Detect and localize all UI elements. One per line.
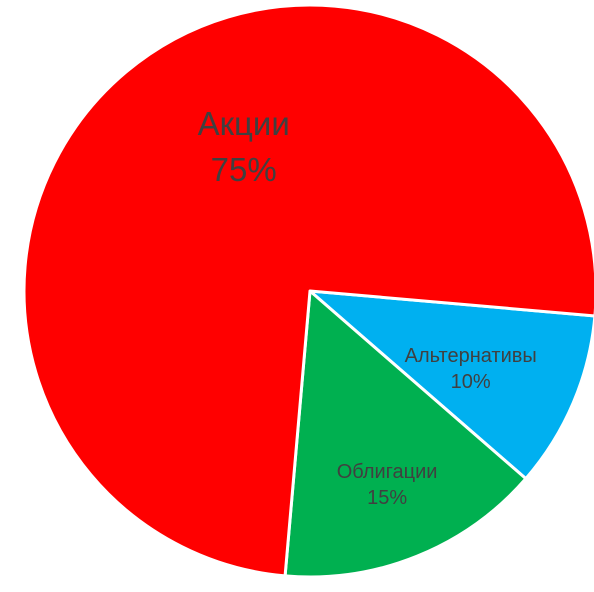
slice-label-name-2: Облигации (337, 461, 438, 483)
pie-labels: Альтернативы 10% Облигации 15% Акции 75% (198, 105, 537, 509)
slice-label-name-1: Альтернативы (405, 345, 537, 367)
pie-slice-3 (22, 3, 594, 578)
slice-label-value-1: 10% (451, 371, 491, 393)
slice-label-value-2: 15% (367, 487, 407, 509)
slice-label-value-3: 75% (211, 151, 277, 188)
pie-slices (22, 3, 594, 579)
pie-slice-2 (283, 289, 528, 579)
slice-label-name-3: Акции (198, 105, 290, 142)
